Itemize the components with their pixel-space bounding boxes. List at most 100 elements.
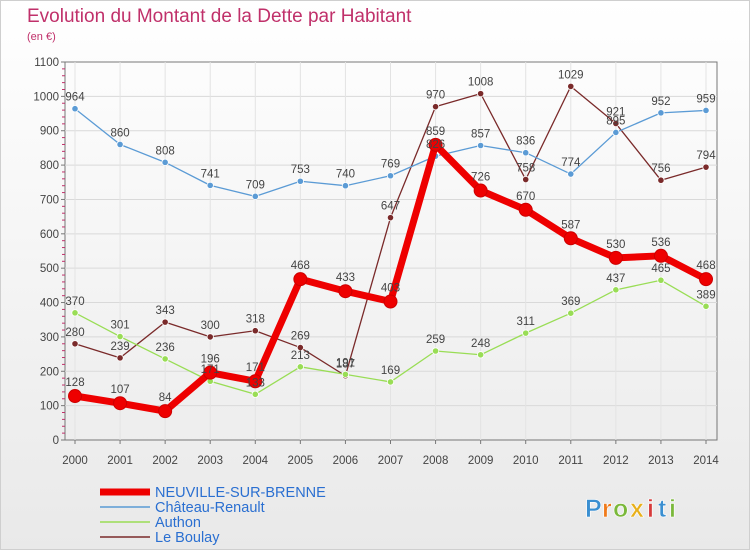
data-point [657, 109, 665, 117]
data-label: 860 [110, 127, 129, 139]
legend: NEUVILLE-SUR-BRENNEChâteau-RenaultAuthon… [100, 485, 326, 546]
data-label: 248 [471, 338, 490, 350]
x-tick-label: 2001 [107, 455, 133, 467]
data-point [338, 284, 353, 299]
data-point [431, 347, 440, 355]
data-point [341, 182, 350, 190]
data-label: 769 [381, 159, 400, 171]
series-2 [71, 276, 710, 398]
data-point [206, 333, 214, 341]
y-tick-label: 900 [40, 126, 59, 138]
data-label: 171 [201, 364, 220, 376]
x-axis: 2000 2001 2002 2003 2004 2005 2006 2007 2008 2009… [62, 440, 719, 467]
data-point [68, 389, 82, 404]
y-tick-label: 500 [40, 263, 59, 275]
data-label: 647 [381, 201, 400, 213]
data-label: 587 [561, 219, 580, 231]
x-tick-label: 2000 [62, 455, 88, 467]
data-point [383, 294, 398, 309]
data-label: 895 [606, 115, 625, 127]
data-label: 859 [426, 126, 445, 138]
data-point [477, 141, 485, 150]
data-label: 236 [156, 342, 175, 354]
data-label: 530 [606, 239, 625, 251]
data-label: 301 [110, 320, 129, 332]
x-tick-label: 2003 [197, 455, 223, 467]
data-point [161, 318, 169, 326]
data-label: 468 [696, 260, 715, 272]
data-label: 670 [516, 191, 535, 203]
data-point [473, 183, 488, 198]
data-point [477, 90, 485, 98]
y-tick-label: 0 [53, 435, 59, 447]
brand-letter: i [647, 495, 654, 523]
data-label: 369 [561, 296, 580, 308]
data-label: 128 [65, 377, 84, 389]
y-tick-label: 100 [40, 401, 59, 413]
data-point [567, 82, 575, 90]
data-point [612, 119, 620, 128]
legend-label: Le Boulay [155, 530, 220, 546]
brand-letter: o [613, 495, 628, 523]
x-tick-label: 2002 [152, 455, 178, 467]
data-label: 826 [426, 139, 445, 151]
data-label: 836 [516, 136, 535, 148]
x-tick-label: 2008 [423, 455, 449, 467]
legend-label: Authon [155, 515, 201, 531]
data-label: 857 [471, 129, 490, 141]
data-point [296, 177, 304, 185]
series-1 [71, 105, 710, 200]
legend-label: NEUVILLE-SUR-BRENNE [155, 485, 326, 501]
x-tick-label: 2004 [242, 455, 268, 467]
data-label: 239 [110, 341, 129, 353]
data-point [431, 103, 440, 111]
data-label: 465 [651, 263, 670, 275]
data-label: 741 [201, 168, 220, 180]
data-point [563, 231, 578, 246]
data-label: 389 [696, 289, 715, 301]
data-label: 774 [561, 157, 581, 169]
data-point [653, 248, 668, 263]
data-point [248, 374, 263, 389]
brand-letter: P [585, 495, 602, 523]
y-tick-label: 700 [40, 194, 59, 206]
data-label: 300 [201, 320, 220, 332]
data-label: 311 [517, 316, 535, 328]
data-point [161, 355, 169, 363]
data-point [522, 175, 530, 184]
data-label: 196 [201, 354, 220, 366]
data-point [386, 378, 395, 386]
chart-title: Evolution du Montant de la Dette par Hab… [27, 6, 412, 27]
y-tick-label: 800 [40, 160, 59, 172]
data-point [702, 302, 710, 310]
data-label: 343 [156, 305, 175, 317]
data-label: 259 [426, 334, 445, 346]
data-label: 952 [651, 96, 670, 108]
legend-label: Château-Renault [155, 500, 265, 516]
data-label: 191 [336, 357, 355, 369]
data-point [113, 396, 128, 411]
data-label: 107 [110, 384, 129, 396]
data-label: 964 [65, 92, 85, 104]
x-tick-label: 2012 [603, 455, 629, 467]
data-label: 753 [291, 164, 310, 176]
data-point [612, 286, 620, 294]
data-label: 1008 [468, 77, 494, 89]
data-point [428, 137, 443, 152]
data-point [522, 149, 530, 157]
data-point [71, 105, 79, 113]
data-label: 171 [246, 362, 265, 374]
y-tick-label: 1000 [33, 91, 59, 103]
x-tick-label: 2013 [648, 455, 674, 467]
data-label: 726 [471, 172, 490, 184]
data-point [293, 272, 308, 287]
data-label: 133 [246, 377, 265, 389]
data-point [699, 272, 713, 287]
data-label: 433 [336, 272, 355, 284]
chart-subtitle: (en €) [27, 31, 56, 43]
data-label: 213 [291, 350, 310, 362]
data-point [657, 276, 665, 284]
data-point [116, 140, 124, 149]
